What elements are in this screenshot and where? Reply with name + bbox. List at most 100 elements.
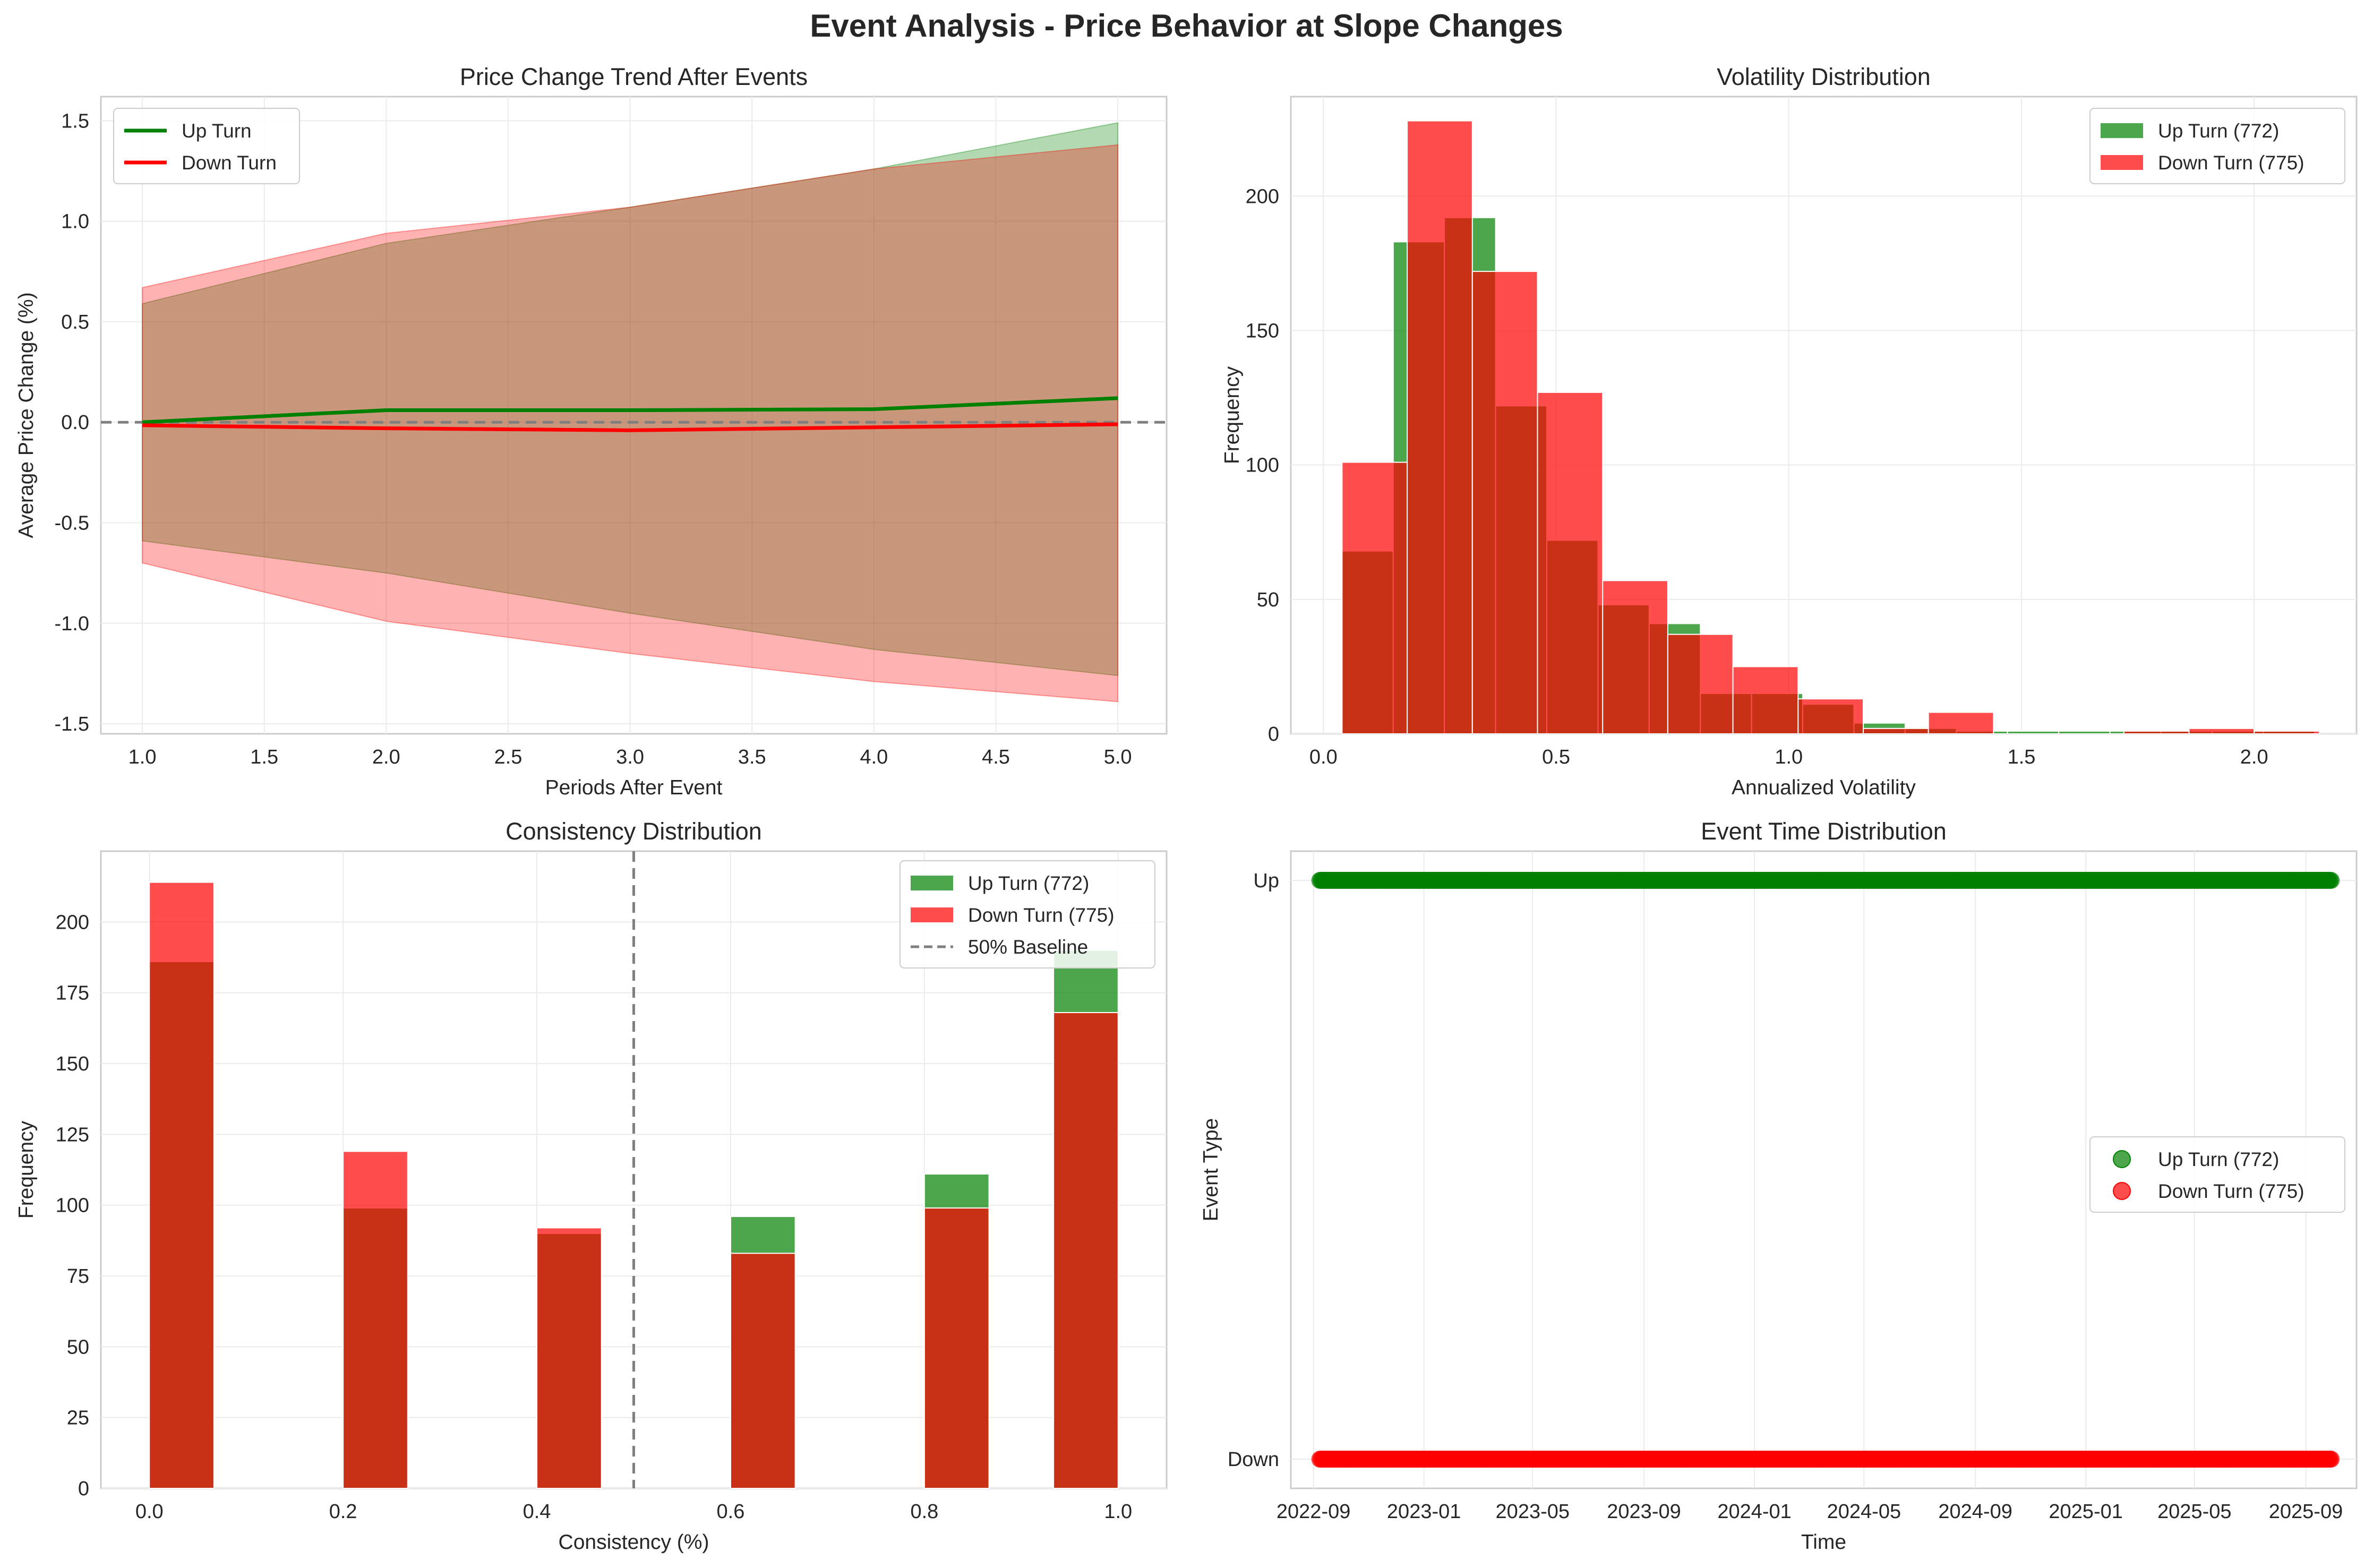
legend-label: Up Turn (772): [2158, 1149, 2279, 1170]
legend-label: Down Turn (775): [2158, 1180, 2305, 1202]
x-tick-label: 1.0: [1775, 746, 1803, 768]
histogram-bar: [1471, 271, 1538, 734]
y-tick-label: -1.0: [55, 613, 89, 635]
legend-label: Up Turn: [182, 120, 252, 142]
y-tick-label: 175: [56, 982, 89, 1005]
histogram-bar: [1667, 633, 1734, 734]
y-tick-label: 0.0: [61, 412, 89, 434]
legend-swatch: [2113, 1150, 2131, 1168]
y-tick-label: Up: [1253, 870, 1279, 892]
legend-box: [899, 860, 1155, 969]
x-tick-label: 0.2: [329, 1501, 357, 1523]
x-tick-label: 2025-09: [2269, 1501, 2343, 1523]
legend-box: [113, 108, 300, 184]
legend-label: Up Turn (772): [2158, 120, 2279, 142]
histogram-bar: [149, 881, 215, 1489]
y-tick-label: Down: [1228, 1449, 1279, 1471]
y-tick-label: 200: [1246, 185, 1279, 208]
x-tick-label: 0.0: [135, 1501, 164, 1523]
x-tick-label: 0.0: [1309, 746, 1338, 768]
panel-title: Event Time Distribution: [1701, 818, 1947, 845]
x-tick-label: 1.5: [250, 746, 278, 768]
x-tick-label: 2023-01: [1387, 1501, 1461, 1523]
legend-label: Up Turn (772): [968, 872, 1089, 894]
panel-title: Price Change Trend After Events: [460, 63, 808, 90]
y-tick-label: 150: [56, 1053, 89, 1075]
y-tick-label: 150: [1246, 320, 1279, 342]
histogram-bar: [1053, 1012, 1119, 1489]
y-tick-label: 200: [56, 911, 89, 933]
y-tick-label: -0.5: [55, 512, 89, 535]
y-tick-label: 50: [67, 1336, 89, 1358]
volatility-distribution-panel: Volatility Distribution Annualized Volati…: [1221, 63, 2358, 799]
x-tick-label: 2024-09: [1938, 1501, 2012, 1523]
legend-box: [2089, 108, 2345, 184]
x-tick-label: 0.5: [1542, 746, 1570, 768]
series-line: [142, 396, 1118, 424]
x-axis-label: Time: [1801, 1531, 1846, 1554]
series-line: [142, 422, 1118, 432]
x-tick-label: 2.0: [2240, 746, 2268, 768]
y-tick-label: 100: [56, 1195, 89, 1217]
histogram-bar: [1927, 712, 1994, 734]
legend-swatch: [2101, 155, 2143, 170]
event-point: [2323, 872, 2340, 889]
legend-label: 50% Baseline: [968, 936, 1088, 958]
y-axis-label: Event Type: [1200, 1118, 1222, 1221]
x-tick-label: 3.5: [738, 746, 766, 768]
legend-label: Down Turn (775): [968, 904, 1115, 926]
confidence-band: [142, 122, 1119, 676]
histogram-bar: [1797, 698, 1864, 735]
x-tick-label: 0.6: [717, 1501, 745, 1523]
y-tick-label: 0: [78, 1478, 89, 1500]
x-tick-label: 2024-05: [1827, 1501, 1901, 1523]
y-axis-label: Frequency: [1221, 366, 1244, 464]
histogram-bar: [2123, 730, 2190, 735]
x-tick-label: 0.4: [523, 1501, 551, 1523]
x-tick-label: 2023-09: [1607, 1501, 1681, 1523]
x-tick-label: 0.8: [910, 1501, 938, 1523]
y-axis-label: Frequency: [15, 1120, 38, 1219]
x-tick-label: 4.5: [982, 746, 1010, 768]
x-tick-label: 2025-05: [2157, 1501, 2231, 1523]
x-tick-label: 2024-01: [1717, 1501, 1791, 1523]
histogram-bar: [536, 1227, 602, 1489]
x-tick-label: 5.0: [1104, 746, 1132, 768]
histogram-bar: [2254, 730, 2320, 735]
x-tick-label: 4.0: [860, 746, 888, 768]
y-tick-label: 1.0: [61, 211, 89, 233]
legend-swatch: [2101, 123, 2143, 138]
panel-title: Volatility Distribution: [1717, 63, 1931, 90]
y-tick-label: 75: [67, 1265, 89, 1288]
x-tick-label: 1.0: [128, 746, 157, 768]
x-axis-label: Periods After Event: [545, 776, 723, 799]
y-tick-label: 50: [1257, 589, 1279, 611]
consistency-distribution-panel: Consistency Distribution Consistency (%) F…: [15, 818, 1168, 1554]
x-tick-label: 2.0: [372, 746, 400, 768]
histogram-bar: [730, 1253, 796, 1489]
x-tick-label: 2023-05: [1496, 1501, 1570, 1523]
legend-swatch: [911, 907, 953, 922]
y-tick-label: -1.5: [55, 713, 89, 735]
x-axis-label: Consistency (%): [559, 1531, 709, 1554]
y-tick-label: 25: [67, 1407, 89, 1429]
histogram-bar: [1862, 727, 1929, 734]
event-point: [2323, 1451, 2340, 1468]
legend-swatch: [911, 876, 953, 890]
x-tick-label: 2025-01: [2049, 1501, 2122, 1523]
x-axis-label: Annualized Volatility: [1732, 776, 1916, 799]
x-tick-label: 2.5: [494, 746, 522, 768]
histogram-bar: [1602, 580, 1668, 734]
x-tick-label: 2022-09: [1277, 1501, 1350, 1523]
histogram-bar: [342, 1151, 408, 1489]
figure-title: Event Analysis - Price Behavior at Slope…: [810, 8, 1563, 44]
x-tick-label: 1.0: [1104, 1501, 1132, 1523]
legend-box: [2089, 1136, 2345, 1213]
x-tick-label: 3.0: [616, 746, 644, 768]
legend-label: Down Turn: [182, 152, 277, 174]
histogram-bar: [2188, 727, 2255, 734]
y-axis-label: Average Price Change (%): [15, 292, 38, 538]
y-tick-label: 0: [1268, 723, 1279, 746]
histogram-bar: [1341, 461, 1408, 734]
legend-swatch: [2113, 1182, 2131, 1200]
